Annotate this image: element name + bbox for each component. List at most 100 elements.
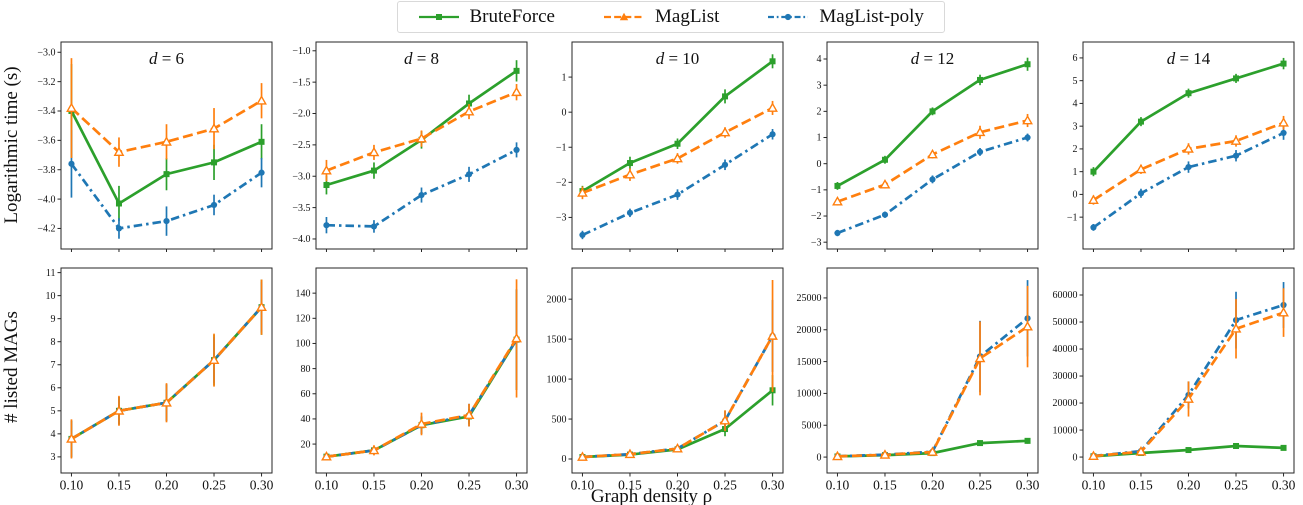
svg-text:−1: −1 — [811, 185, 822, 196]
x-axis-label: Graph density ρ — [590, 486, 713, 505]
svg-text:25000: 25000 — [797, 293, 822, 304]
svg-text:d = 14: d = 14 — [1166, 49, 1210, 68]
svg-text:20000: 20000 — [1052, 398, 1077, 409]
svg-text:−3: −3 — [556, 213, 567, 224]
svg-text:0: 0 — [561, 454, 566, 465]
subplot-mags-d12: 0 5000 10000 15000 20000 25000 0.10 0.15 0.20 0.2… — [792, 257, 1047, 498]
svg-text:d = 12: d = 12 — [911, 49, 955, 68]
subplot-grid: −3.0 −3.2 −3.4 −3.6 −3.8 −4.0 −4.2 d = 6 −1.0 −1… — [26, 34, 1303, 498]
legend-label: MagList — [654, 6, 720, 27]
legend-label: BruteForce — [469, 6, 555, 27]
svg-text:−2.0: −2.0 — [293, 109, 311, 120]
svg-text:0.30: 0.30 — [505, 478, 529, 493]
svg-text:0.25: 0.25 — [1224, 478, 1248, 493]
svg-text:−1.0: −1.0 — [293, 46, 311, 57]
svg-text:0.25: 0.25 — [968, 478, 992, 493]
svg-text:0.20: 0.20 — [155, 478, 179, 493]
svg-text:140: 140 — [296, 288, 311, 299]
svg-text:30000: 30000 — [1052, 371, 1077, 382]
svg-text:−1: −1 — [1066, 212, 1077, 223]
svg-text:0.10: 0.10 — [570, 478, 594, 493]
svg-text:3: 3 — [817, 80, 822, 91]
svg-text:−3: −3 — [811, 237, 822, 248]
legend-item-bruteforce: BruteForce — [418, 6, 555, 28]
svg-text:0.20: 0.20 — [665, 478, 689, 493]
subplot-time-d8: −1.0 −1.5 −2.0 −2.5 −3.0 −3.5 −4.0 d = 8 — [281, 34, 536, 257]
svg-text:4: 4 — [51, 429, 56, 440]
svg-text:60000: 60000 — [1052, 290, 1077, 301]
svg-text:20: 20 — [301, 439, 311, 450]
legend: BruteForce MagList MagList-poly — [396, 1, 945, 33]
svg-text:11: 11 — [46, 268, 56, 279]
svg-text:0.20: 0.20 — [1176, 478, 1200, 493]
svg-text:0: 0 — [1072, 452, 1077, 463]
svg-text:−3.2: −3.2 — [37, 77, 55, 88]
svg-text:4: 4 — [817, 54, 822, 65]
svg-text:1: 1 — [561, 72, 566, 83]
svg-text:8: 8 — [51, 337, 56, 348]
svg-text:15000: 15000 — [797, 357, 822, 368]
svg-text:1000: 1000 — [546, 374, 566, 385]
svg-text:10000: 10000 — [797, 389, 822, 400]
svg-text:0: 0 — [817, 452, 822, 463]
svg-text:0.10: 0.10 — [1081, 478, 1105, 493]
svg-text:−4.2: −4.2 — [37, 224, 55, 235]
svg-text:−3.5: −3.5 — [293, 203, 311, 214]
svg-text:120: 120 — [296, 314, 311, 325]
subplot-mags-d14: 0 10000 20000 30000 40000 50000 60000 0.10 0.15 0… — [1048, 257, 1303, 498]
y-axis-label-time: Logarithmic time (s) — [1, 66, 22, 224]
svg-text:−3.4: −3.4 — [37, 106, 55, 117]
svg-text:60: 60 — [301, 389, 311, 400]
svg-text:−3.6: −3.6 — [37, 136, 55, 147]
svg-text:0: 0 — [561, 107, 566, 118]
svg-text:100: 100 — [296, 339, 311, 350]
svg-text:0.10: 0.10 — [60, 478, 84, 493]
svg-text:0.15: 0.15 — [618, 478, 642, 493]
svg-text:0.30: 0.30 — [761, 478, 785, 493]
svg-text:1500: 1500 — [546, 334, 566, 345]
svg-text:5000: 5000 — [802, 420, 822, 431]
svg-text:0.30: 0.30 — [1016, 478, 1040, 493]
svg-text:0.10: 0.10 — [826, 478, 850, 493]
svg-text:d = 8: d = 8 — [404, 49, 439, 68]
svg-text:1: 1 — [817, 133, 822, 144]
svg-text:3: 3 — [1072, 121, 1077, 132]
svg-text:0.30: 0.30 — [250, 478, 274, 493]
svg-text:5: 5 — [51, 406, 56, 417]
svg-text:−1: −1 — [556, 142, 567, 153]
svg-text:d = 6: d = 6 — [149, 49, 184, 68]
svg-text:0: 0 — [1072, 190, 1077, 201]
legend-label: MagList-poly — [819, 6, 924, 27]
svg-text:−2.5: −2.5 — [293, 140, 311, 151]
svg-text:−4.0: −4.0 — [293, 234, 311, 245]
svg-text:500: 500 — [551, 414, 566, 425]
subplot-mags-d8: 20 40 60 80 100 120 140 0.10 0.15 0.20 0.25 0.30 — [281, 257, 536, 498]
svg-text:−3.8: −3.8 — [37, 165, 55, 176]
svg-text:0.10: 0.10 — [315, 478, 339, 493]
svg-text:−3.0: −3.0 — [293, 171, 311, 182]
svg-text:0.15: 0.15 — [1129, 478, 1153, 493]
svg-text:0: 0 — [817, 159, 822, 170]
svg-text:−4.0: −4.0 — [37, 194, 55, 205]
svg-text:0.20: 0.20 — [410, 478, 434, 493]
svg-text:10000: 10000 — [1052, 425, 1077, 436]
svg-text:2: 2 — [1072, 144, 1077, 155]
maglist-line-sample-icon — [603, 12, 644, 21]
svg-text:0.30: 0.30 — [1271, 478, 1295, 493]
svg-text:1: 1 — [1072, 167, 1077, 178]
svg-text:0.25: 0.25 — [202, 478, 226, 493]
subplot-mags-d10: 0 500 1000 1500 2000 0.10 0.15 0.20 0.25 0.30 — [537, 257, 792, 498]
svg-text:0.25: 0.25 — [713, 478, 737, 493]
svg-text:0.15: 0.15 — [873, 478, 897, 493]
svg-text:6: 6 — [1072, 53, 1077, 64]
svg-text:2: 2 — [817, 107, 822, 118]
svg-text:80: 80 — [301, 364, 311, 375]
subplot-time-d12: 4 3 2 1 0 −1 −2 −3 d = 12 — [792, 34, 1047, 257]
svg-text:0.15: 0.15 — [363, 478, 387, 493]
svg-text:7: 7 — [51, 360, 56, 371]
svg-text:4: 4 — [1072, 99, 1077, 110]
svg-text:0.25: 0.25 — [458, 478, 482, 493]
svg-text:40: 40 — [301, 414, 311, 425]
svg-text:−2: −2 — [556, 178, 567, 189]
